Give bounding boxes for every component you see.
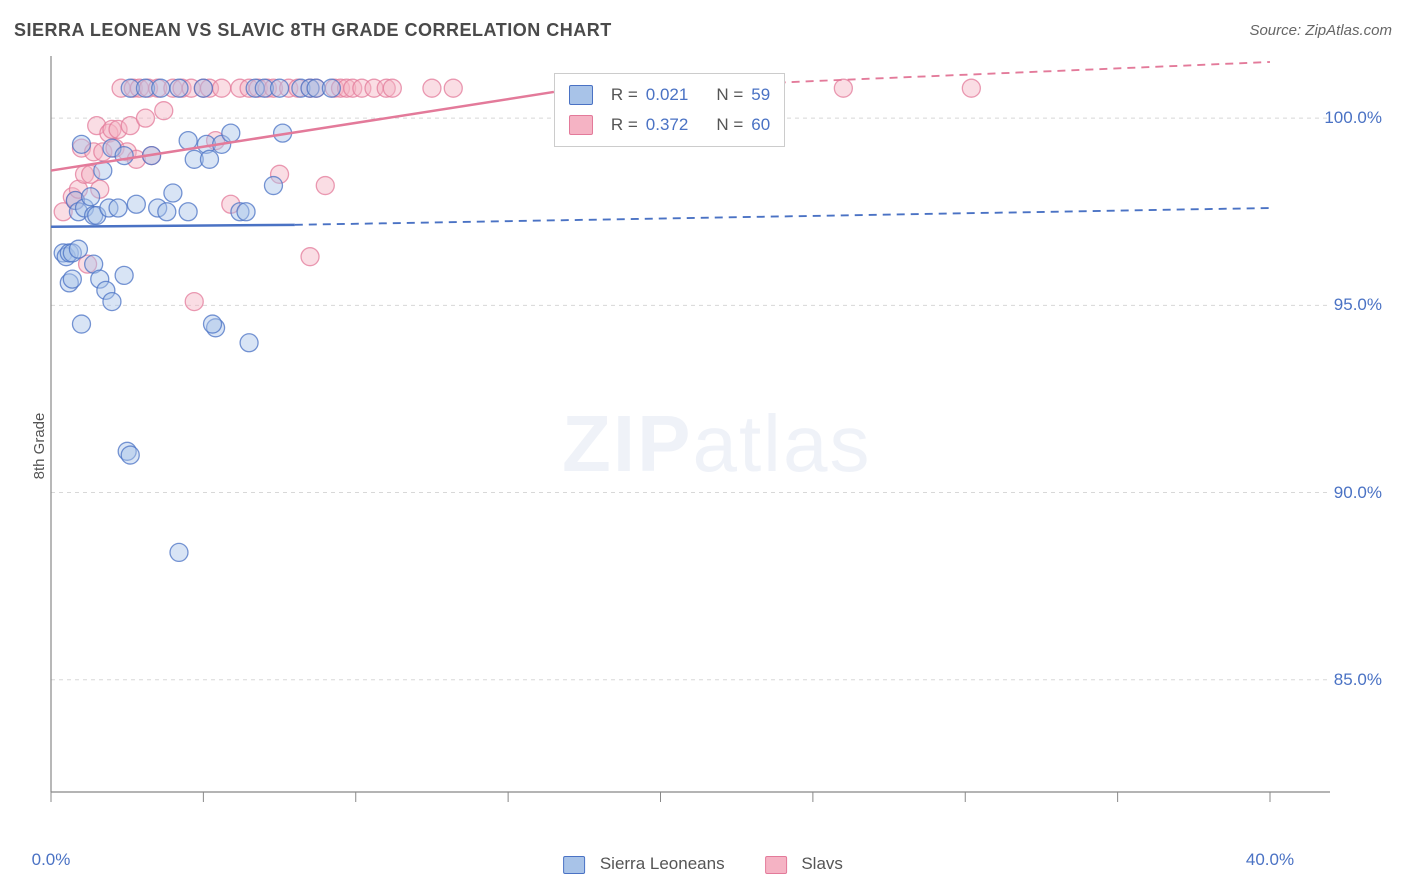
n-label: N = [716, 110, 743, 140]
swatch-series1 [569, 85, 593, 105]
r-label: R = [611, 80, 638, 110]
x-tick-label: 40.0% [1246, 850, 1294, 870]
legend-label-series1: Sierra Leoneans [600, 854, 725, 873]
plot-area [50, 56, 1330, 816]
legend-item-series1: Sierra Leoneans [563, 854, 725, 874]
y-tick-label: 90.0% [1334, 483, 1382, 503]
legend-label-series2: Slavs [801, 854, 843, 873]
swatch-series1 [563, 856, 585, 874]
chart-svg [50, 56, 1330, 816]
r-label: R = [611, 110, 638, 140]
r-value-series1: 0.021 [646, 80, 689, 110]
chart-title: SIERRA LEONEAN VS SLAVIC 8TH GRADE CORRE… [14, 20, 612, 41]
legend-row-series2: R = 0.372 N = 60 [569, 110, 770, 140]
y-tick-label: 85.0% [1334, 670, 1382, 690]
legend-bottom: Sierra Leoneans Slavs [563, 854, 843, 874]
r-value-series2: 0.372 [646, 110, 689, 140]
correlation-legend: R = 0.021 N = 59 R = 0.372 N = 60 [554, 73, 785, 147]
n-value-series2: 60 [751, 110, 770, 140]
swatch-series2 [765, 856, 787, 874]
y-tick-label: 100.0% [1324, 108, 1382, 128]
n-value-series1: 59 [751, 80, 770, 110]
n-label: N = [716, 80, 743, 110]
swatch-series2 [569, 115, 593, 135]
x-tick-label: 0.0% [32, 850, 71, 870]
legend-row-series1: R = 0.021 N = 59 [569, 80, 770, 110]
legend-item-series2: Slavs [765, 854, 843, 874]
y-tick-label: 95.0% [1334, 295, 1382, 315]
y-axis-label: 8th Grade [31, 413, 48, 480]
source-attribution: Source: ZipAtlas.com [1249, 22, 1392, 39]
